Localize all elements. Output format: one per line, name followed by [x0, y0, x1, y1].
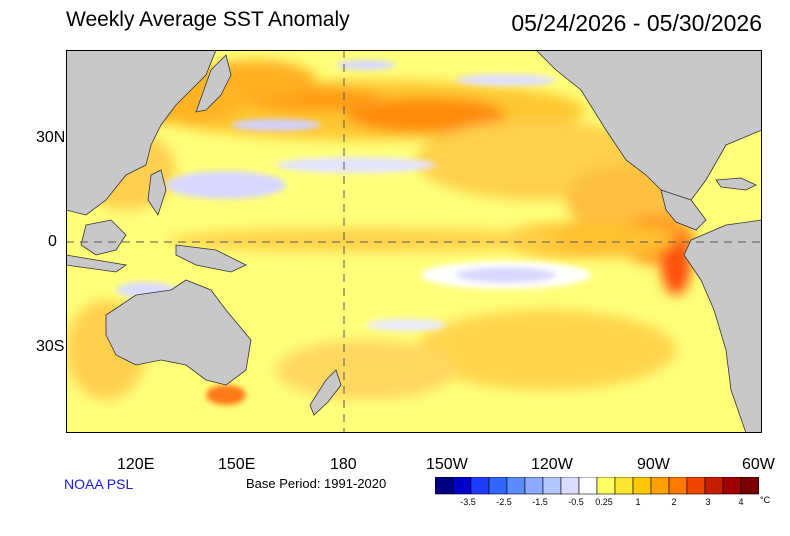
map-title: Weekly Average SST Anomaly	[66, 8, 350, 31]
land	[66, 50, 762, 433]
colorbar-swatch	[452, 477, 472, 495]
colorbar-swatch	[614, 477, 634, 495]
lat-label-30s: 30S	[36, 338, 65, 355]
colorbar-swatch	[632, 477, 652, 495]
colorbar-swatch	[435, 477, 454, 495]
lat-label-30n: 30N	[36, 129, 66, 146]
colorbar-swatch	[506, 477, 526, 495]
south-america	[683, 219, 762, 433]
colorbar-tick-label: -0.5	[568, 497, 584, 507]
colorbar-swatch	[722, 477, 742, 495]
source-label: NOAA PSL	[64, 476, 134, 492]
australia	[105, 279, 252, 386]
colorbar-tick-label: 2	[671, 497, 677, 507]
lat-label-equator: 0	[48, 233, 57, 250]
base-period: Base Period: 1991-2020	[246, 476, 387, 491]
lon-label-60w: 60W	[742, 456, 775, 473]
colorbar-tick-label: -2.5	[496, 497, 512, 507]
colorbar-swatch	[578, 477, 598, 495]
date-range: 05/24/2026 - 05/30/2026	[511, 10, 762, 36]
map-canvas	[66, 50, 762, 433]
colorbar-unit: °C	[760, 495, 771, 505]
colorbar-swatch	[650, 477, 670, 495]
colorbar-swatch	[686, 477, 706, 495]
colorbar-tick-label: 0.25	[595, 497, 613, 507]
sst-anomaly-map	[66, 50, 762, 433]
lon-label-90w: 90W	[637, 456, 670, 473]
colorbar-tick-label: -1.5	[532, 497, 548, 507]
colorbar-swatch	[470, 477, 490, 495]
colorbar-swatch	[542, 477, 562, 495]
japan	[195, 54, 232, 113]
colorbar-tick-label: 3	[705, 497, 711, 507]
cuba	[715, 177, 757, 191]
colorbar-tick-label: 4	[738, 497, 744, 507]
java	[66, 254, 128, 273]
colorbar-swatch	[488, 477, 508, 495]
colorbar-tick-label: -3.5	[460, 497, 476, 507]
colorbar-swatch	[704, 477, 724, 495]
lon-label-150w: 150W	[426, 456, 468, 473]
new-guinea	[175, 244, 247, 273]
colorbar-swatch	[740, 477, 759, 495]
colorbar-swatch	[524, 477, 544, 495]
colorbar	[435, 477, 759, 495]
colorbar-swatch	[560, 477, 580, 495]
new-zealand	[309, 369, 342, 416]
borneo	[80, 219, 127, 256]
colorbar-tick-label: 1	[635, 497, 641, 507]
central-america	[660, 189, 707, 231]
philippines	[147, 169, 167, 216]
lon-label-180: 180	[330, 456, 357, 473]
colorbar-swatch	[668, 477, 688, 495]
lon-label-150e: 150E	[218, 456, 256, 473]
lon-label-120w: 120W	[531, 456, 573, 473]
axis-ticks	[66, 50, 762, 433]
colorbar-swatch	[596, 477, 616, 495]
asia	[66, 50, 217, 216]
lon-label-120e: 120E	[117, 456, 155, 473]
